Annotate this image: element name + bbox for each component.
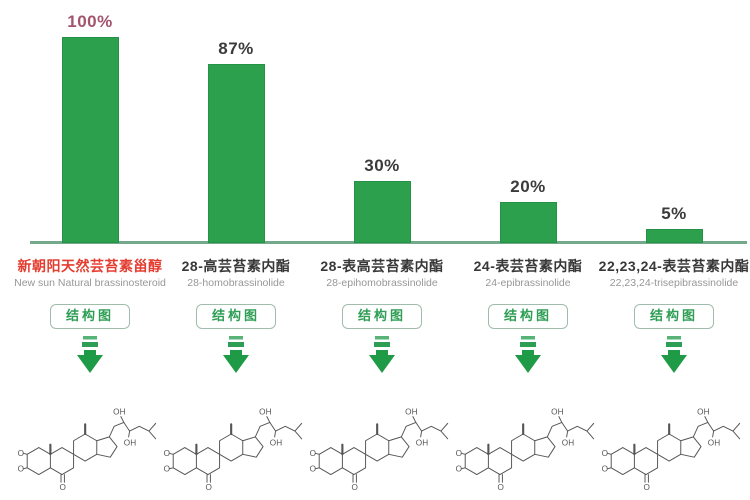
percent-label: 100% [67,12,113,31]
svg-text:HO: HO [163,465,170,474]
chart-column: 20% 24-表芸苔素内酯 24-epibrassinolide 结构图 [455,0,601,491]
svg-text:OH: OH [416,439,428,448]
structure-diagram-button[interactable]: 结构图 [49,304,130,330]
svg-text:O: O [498,483,504,491]
structure-diagram-button-label: 结构图 [65,308,114,324]
structure-diagram-button-label: 结构图 [503,308,552,324]
chart-column: 5% 22,23,24-表芸苔素内酯 22,23,24-trisepibrass… [599,0,750,491]
svg-text:O: O [644,483,650,491]
category-label-cn: 24-表芸苔素内酯 [473,258,583,274]
svg-text:HO: HO [17,465,24,474]
bar [645,229,703,243]
chart-column: 87% 28-高芸苔素内酯 28-homobrassinolide 结构图 [163,0,309,491]
svg-text:HO: HO [309,465,316,474]
svg-text:HO: HO [455,449,462,458]
chart-column: 100% 新朝阳天然芸苔素甾醇 New sun Natural brassino… [14,0,166,491]
bar [499,202,557,243]
svg-text:HO: HO [17,449,24,458]
category-label-cn: 新朝阳天然芸苔素甾醇 [17,258,163,274]
category-label-en: 24-epibrassinolide [485,277,571,290]
chemical-structure: HO HO OH OH O [455,408,595,491]
svg-text:OH: OH [270,439,282,448]
bar [353,181,411,243]
svg-text:OH: OH [697,408,709,417]
svg-text:OH: OH [551,408,563,417]
svg-text:OH: OH [124,439,136,448]
bar-chart-columns: 100% 新朝阳天然芸苔素甾醇 New sun Natural brassino… [14,0,750,491]
category-label-en: 28-epihomobrassinolide [326,277,438,290]
category-label-cn: 22,23,24-表芸苔素内酯 [598,258,750,274]
structure-diagram-button-label: 结构图 [357,308,406,324]
svg-text:OH: OH [708,439,720,448]
svg-text:HO: HO [163,449,170,458]
chart-column: 30% 28-表高芸苔素内酯 28-epihomobrassinolide 结构… [309,0,455,491]
svg-text:OH: OH [405,408,417,417]
svg-text:HO: HO [455,465,462,474]
svg-text:O: O [60,483,66,491]
bar-zone: 87% [163,0,309,243]
percent-label: 5% [661,204,687,223]
structure-diagram-button[interactable]: 结构图 [341,304,422,330]
bar [61,37,119,243]
bar [207,64,265,243]
chemical-structure: HO HO OH OH O [163,408,303,491]
down-arrow-icon [515,336,541,374]
category-label-en: 22,23,24-trisepibrassinolide [609,277,739,290]
category-label-en: New sun Natural brassinosteroid [14,277,166,290]
category-label-block: 28-高芸苔素内酯 28-homobrassinolide [182,258,291,289]
structure-diagram-button[interactable]: 结构图 [487,304,568,330]
structure-diagram-button[interactable]: 结构图 [195,304,276,330]
down-arrow-icon [223,336,249,374]
bar-zone: 20% [455,0,601,243]
down-arrow-icon [661,336,687,374]
svg-text:OH: OH [562,439,574,448]
svg-text:HO: HO [601,449,608,458]
category-label-cn: 28-高芸苔素内酯 [181,258,291,274]
percent-label: 20% [510,177,546,196]
category-label-block: 24-表芸苔素内酯 24-epibrassinolide [474,258,583,289]
svg-text:OH: OH [113,408,125,417]
svg-text:HO: HO [309,449,316,458]
structure-diagram-button-label: 结构图 [649,308,698,324]
category-label-block: 新朝阳天然芸苔素甾醇 New sun Natural brassinostero… [14,258,166,289]
structure-diagram-button[interactable]: 结构图 [633,304,714,330]
down-arrow-icon [77,336,103,374]
structure-diagram-button-label: 结构图 [211,308,260,324]
svg-text:HO: HO [601,465,608,474]
bar-zone: 100% [17,0,163,243]
bar-zone: 5% [601,0,747,243]
svg-text:O: O [352,483,358,491]
chemical-structure: HO HO OH OH O [17,408,157,491]
chemical-structure: HO HO OH OH O [601,408,741,491]
category-label-block: 28-表高芸苔素内酯 28-epihomobrassinolide [320,258,443,289]
bar-zone: 30% [309,0,455,243]
category-label-cn: 28-表高芸苔素内酯 [320,258,444,274]
chemical-structure: HO HO OH OH O [309,408,449,491]
svg-text:O: O [206,483,212,491]
percent-label: 30% [364,156,400,175]
percent-label: 87% [218,39,254,58]
category-label-block: 22,23,24-表芸苔素内酯 22,23,24-trisepibrassino… [599,258,750,289]
down-arrow-icon [369,336,395,374]
svg-text:OH: OH [259,408,271,417]
category-label-en: 28-homobrassinolide [187,277,285,290]
